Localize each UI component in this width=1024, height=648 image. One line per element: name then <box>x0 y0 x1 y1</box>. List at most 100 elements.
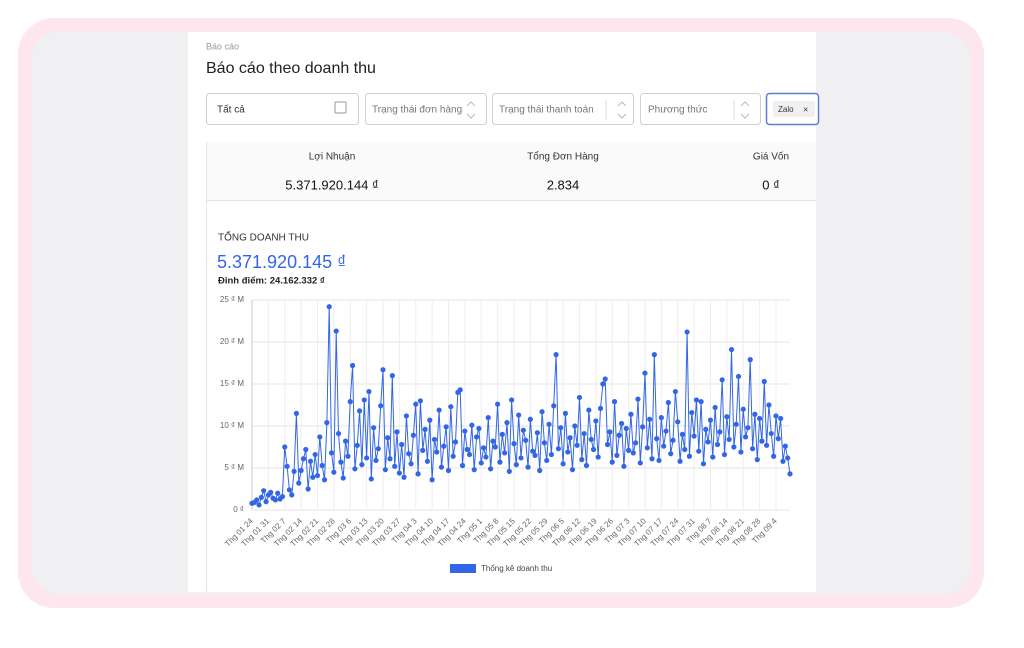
chevrons <box>466 101 750 119</box>
data-point <box>764 442 770 448</box>
filter-label: Tất cả <box>217 104 245 116</box>
data-point <box>787 471 793 477</box>
data-point <box>693 397 700 403</box>
data-point <box>502 450 508 456</box>
data-point <box>724 414 730 420</box>
data-point <box>623 425 629 432</box>
data-point <box>399 441 405 448</box>
data-point <box>523 437 529 443</box>
data-point <box>401 474 407 480</box>
data-point <box>752 411 758 417</box>
chart-peak: Đỉnh điểm: 24.162.332 ₫ <box>218 276 325 287</box>
calendar-icon <box>334 101 347 114</box>
data-point <box>422 426 428 432</box>
data-point <box>347 399 353 405</box>
data-point <box>600 381 606 387</box>
filter-label: Phương thức <box>648 105 707 116</box>
data-point <box>513 462 519 468</box>
data-point <box>525 464 531 470</box>
data-point <box>307 458 314 464</box>
data-point <box>338 459 344 465</box>
data-point <box>672 388 678 395</box>
data-point <box>392 463 398 469</box>
data-point <box>413 401 419 407</box>
data-point <box>438 464 445 470</box>
data-point <box>756 415 763 422</box>
data-point <box>516 412 522 418</box>
data-point <box>707 417 714 423</box>
data-point <box>768 430 774 437</box>
data-point <box>731 444 737 450</box>
data-point <box>492 444 498 450</box>
data-point <box>546 421 552 427</box>
filter-payment-status[interactable] <box>492 93 634 125</box>
data-point <box>721 451 728 458</box>
data-point <box>679 431 686 437</box>
data-point <box>357 408 363 414</box>
data-point <box>331 469 337 475</box>
data-point <box>665 399 671 406</box>
data-point <box>581 430 587 437</box>
data-point <box>272 497 278 503</box>
data-point <box>558 425 564 431</box>
data-point <box>628 411 634 417</box>
y-tick-label: 25 ₫ M <box>220 295 244 304</box>
data-point <box>705 439 711 445</box>
data-point <box>626 447 632 453</box>
data-point <box>754 457 760 463</box>
data-point <box>289 492 295 498</box>
data-point <box>658 415 664 421</box>
data-point <box>385 435 391 441</box>
data-point <box>279 493 286 500</box>
data-point <box>352 466 358 472</box>
data-point <box>436 407 442 413</box>
data-point <box>574 442 580 448</box>
data-point <box>368 476 374 482</box>
data-point <box>520 427 526 433</box>
data-point <box>551 403 557 409</box>
stats-row <box>206 142 816 200</box>
data-point <box>375 446 381 452</box>
data-point <box>380 367 386 373</box>
data-point <box>354 442 360 448</box>
data-point <box>597 405 604 411</box>
data-point <box>305 486 311 492</box>
data-point <box>745 425 751 431</box>
data-point <box>403 413 409 419</box>
filter-method[interactable] <box>640 93 761 125</box>
data-point <box>726 436 732 443</box>
data-point <box>417 398 424 404</box>
data-point <box>452 439 459 445</box>
data-point <box>562 410 569 416</box>
data-point <box>300 456 307 462</box>
data-point <box>537 467 543 474</box>
breadcrumb[interactable]: Báo cáo <box>206 41 239 51</box>
data-point <box>382 467 388 473</box>
data-point <box>637 460 643 466</box>
legend-swatch <box>450 564 476 573</box>
data-point <box>691 433 697 439</box>
data-point <box>312 451 318 458</box>
data-point <box>654 436 660 442</box>
data-point <box>378 403 384 409</box>
tag-remove[interactable]: × <box>803 104 808 114</box>
data-point <box>698 399 704 405</box>
data-point <box>389 373 395 379</box>
filter-date[interactable] <box>206 93 359 125</box>
data-point <box>333 328 339 334</box>
data-point <box>651 352 657 358</box>
data-point <box>485 415 491 421</box>
data-point <box>261 488 267 494</box>
panel <box>188 32 816 592</box>
data-point <box>530 448 536 454</box>
data-point <box>464 446 470 453</box>
data-point <box>766 402 772 408</box>
data-point <box>775 436 781 442</box>
chart-total: 5.371.920.145 ₫ <box>217 252 346 272</box>
data-point <box>319 462 325 469</box>
filter-order-status[interactable] <box>365 93 487 125</box>
data-point <box>668 451 674 457</box>
data-point <box>700 461 707 467</box>
data-point <box>427 417 433 423</box>
